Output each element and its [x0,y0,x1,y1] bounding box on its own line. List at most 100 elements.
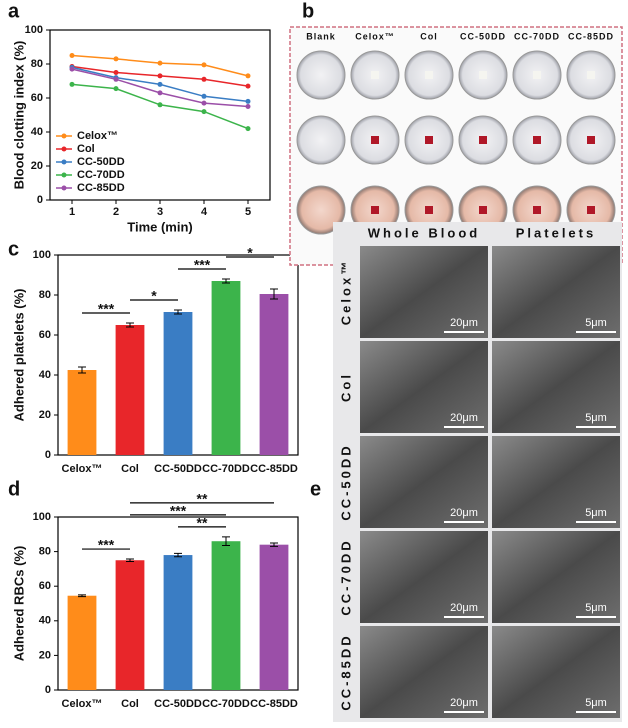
legend-marker [61,159,67,165]
point [201,93,207,99]
x-tick-label: Celox™ [62,463,103,475]
significance-label: *** [194,257,211,273]
y-axis-label: Adhered RBCs (%) [11,546,26,662]
legend-label: Celox™ [77,130,118,142]
point [113,70,119,75]
column-label: CC-85DD [568,31,614,41]
scale-label: 20μm [450,602,478,614]
x-tick-label: CC-70DD [202,463,250,475]
significance-label: ** [197,491,208,507]
sample [533,136,541,144]
bar [115,560,145,690]
point [157,60,163,66]
point [201,100,207,106]
sem-image [492,341,620,433]
legend-label: CC-70DD [77,169,125,181]
bar [259,294,289,455]
sample [479,206,487,214]
y-axis-label: Adhered platelets (%) [11,289,26,422]
point [113,56,119,62]
column-label: Platelets [516,225,596,240]
x-tick-label: Celox™ [62,698,103,710]
column-label: CC-50DD [460,31,506,41]
bar [211,541,241,690]
x-tick-label: Col [121,463,139,475]
column-label: Blank [306,31,336,41]
x-tick-label: CC-50DD [154,463,202,475]
point [245,98,251,104]
y-tick-label: 40 [39,369,51,381]
error-bar [222,278,230,284]
sem-image [360,341,488,433]
error-bar [222,536,230,547]
significance-label: * [247,245,253,261]
error-bar [78,594,86,598]
error-bar [78,366,86,374]
legend-marker [61,133,67,139]
point [245,73,251,79]
sample [533,206,541,214]
sample [479,136,487,144]
bar [67,595,97,690]
legend-label: Col [77,143,95,155]
dish [296,50,346,100]
x-tick-label: 5 [245,206,251,218]
panel-label: c [8,238,19,260]
y-tick-label: 80 [39,546,51,558]
scale-label: 5μm [585,697,607,709]
y-tick-label: 20 [39,649,51,661]
point [157,90,163,96]
bar [67,370,97,455]
point [245,126,251,132]
y-tick-label: 80 [39,289,51,301]
point [201,109,207,115]
sample [533,71,541,79]
bar [163,555,193,690]
error-bar [174,309,182,315]
x-tick-label: CC-50DD [154,698,202,710]
point [245,83,251,89]
sample [425,71,433,79]
y-tick-label: 40 [31,126,43,138]
x-tick-label: CC-85DD [250,698,298,710]
y-tick-label: 20 [39,409,51,421]
column-label: CC-70DD [514,31,560,41]
column-label: Whole Blood [368,225,480,240]
dish [296,115,346,165]
legend-label: CC-50DD [77,156,125,168]
bar [115,325,145,455]
significance-label: *** [170,503,187,519]
sample [479,71,487,79]
point [113,76,119,82]
y-tick-label: 100 [25,24,43,36]
significance-label: * [151,288,157,304]
y-tick-label: 40 [39,615,51,627]
y-tick-label: 0 [45,684,51,696]
x-tick-label: CC-85DD [250,463,298,475]
panel-label: b [302,0,314,22]
x-tick-label: 1 [69,206,75,218]
point [201,76,207,82]
column-label: Celox™ [355,31,395,41]
y-tick-label: 0 [37,194,43,206]
sem-image [492,246,620,338]
y-tick-label: 60 [39,329,51,341]
error-bar [126,322,134,328]
scale-label: 20μm [450,507,478,519]
error-bar [270,288,278,300]
sem-image [360,436,488,528]
point [157,73,163,79]
legend-marker [61,185,67,191]
x-tick-label: 3 [157,206,163,218]
legend-marker [61,172,67,178]
row-label: Celox™ [338,259,353,325]
y-tick-label: 20 [31,160,43,172]
sem-image [360,531,488,623]
sample [371,136,379,144]
panel-label: d [8,478,20,500]
scale-label: 20μm [450,317,478,329]
legend-marker [61,146,67,152]
bar [211,281,241,455]
sample [587,71,595,79]
